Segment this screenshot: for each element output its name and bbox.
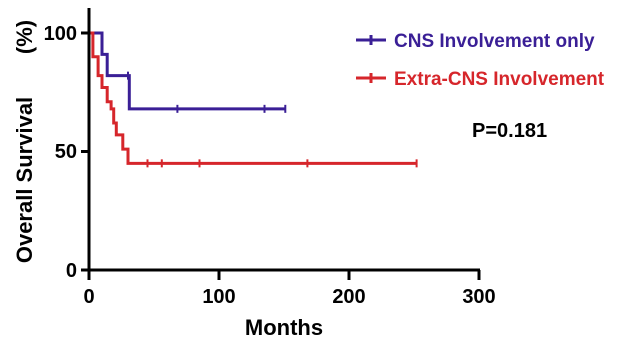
legend-label-extra-cns: Extra-CNS Involvement <box>394 69 605 90</box>
legend: CNS Involvement only Extra-CNS Involveme… <box>356 31 605 90</box>
y-tick-label: 100 <box>44 23 77 45</box>
legend-item-extra-cns: Extra-CNS Involvement <box>356 69 605 90</box>
y-ticks: 100 50 0 <box>44 23 89 282</box>
y-axis-title: Overall Survival <box>12 97 37 263</box>
series-line-extra-cns <box>89 31 417 165</box>
y-tick-label: 0 <box>66 260 77 282</box>
plot-area <box>89 31 418 168</box>
legend-item-cns-only: CNS Involvement only <box>356 31 595 52</box>
x-tick-label: 200 <box>332 286 365 308</box>
x-ticks: 0 100 200 300 <box>83 270 496 308</box>
x-tick-label: 300 <box>462 286 495 308</box>
x-tick-label: 100 <box>202 286 235 308</box>
x-axis-title: Months <box>245 315 323 340</box>
x-tick-label: 0 <box>83 286 94 308</box>
p-value-annotation: P=0.181 <box>472 120 547 142</box>
y-axis-unit: (%) <box>12 20 37 54</box>
legend-label-cns-only: CNS Involvement only <box>394 31 595 52</box>
series-line-cns-only <box>89 31 286 111</box>
y-tick-label: 50 <box>55 141 77 163</box>
